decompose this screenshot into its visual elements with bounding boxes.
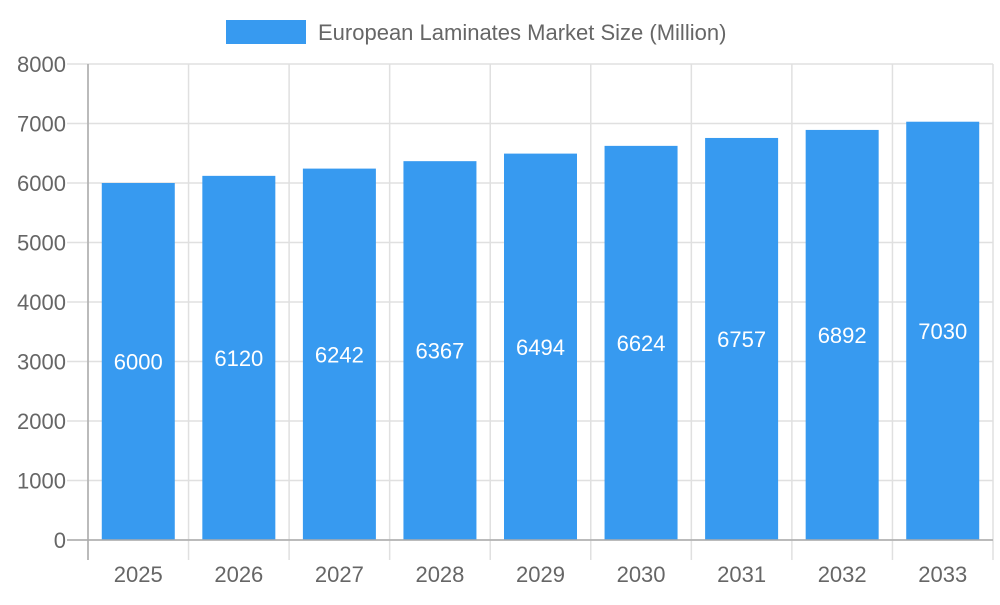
legend[interactable]: European Laminates Market Size (Million) <box>226 20 726 45</box>
bar <box>403 161 477 540</box>
x-tick-label: 2029 <box>516 562 565 587</box>
x-tick-label: 2031 <box>717 562 766 587</box>
x-tick-label: 2027 <box>315 562 364 587</box>
data-label: 6120 <box>214 346 263 371</box>
y-tick-label: 0 <box>54 528 66 553</box>
data-label: 7030 <box>918 319 967 344</box>
y-tick-label: 4000 <box>17 290 66 315</box>
x-tick-label: 2028 <box>415 562 464 587</box>
x-tick-label: 2025 <box>114 562 163 587</box>
axes: 0 1000 2000 3000 4000 5000 6000 7000 8000 2025 202… <box>17 52 993 587</box>
y-tick-label: 8000 <box>17 52 66 77</box>
bar <box>202 175 276 541</box>
bar <box>504 153 577 540</box>
data-label: 6367 <box>415 339 464 364</box>
bars: 6000 6120 6242 6367 6494 6624 6757 6892 7030 <box>101 121 980 541</box>
bar <box>906 121 980 540</box>
data-label: 6242 <box>315 342 364 367</box>
data-label: 6000 <box>114 350 163 375</box>
y-tick-label: 5000 <box>17 231 66 256</box>
x-tick-label: 2026 <box>214 562 263 587</box>
data-label: 6892 <box>818 323 867 348</box>
y-tick-label: 2000 <box>17 409 66 434</box>
legend-swatch <box>226 20 306 44</box>
data-label: 6757 <box>717 327 766 352</box>
y-tick-label: 7000 <box>17 112 66 137</box>
y-tick-label: 6000 <box>17 171 66 196</box>
x-tick-label: 2032 <box>818 562 867 587</box>
bar <box>101 183 175 540</box>
data-label: 6494 <box>516 335 565 360</box>
x-tick-label: 2030 <box>617 562 666 587</box>
data-label: 6624 <box>617 331 666 356</box>
bar <box>302 168 376 540</box>
y-tick-label: 1000 <box>17 469 66 494</box>
y-tick-label: 3000 <box>17 350 66 375</box>
x-tick-label: 2033 <box>918 562 967 587</box>
bar <box>604 145 678 540</box>
legend-label: European Laminates Market Size (Million) <box>318 20 726 45</box>
bar <box>705 137 779 540</box>
bar <box>805 129 879 540</box>
